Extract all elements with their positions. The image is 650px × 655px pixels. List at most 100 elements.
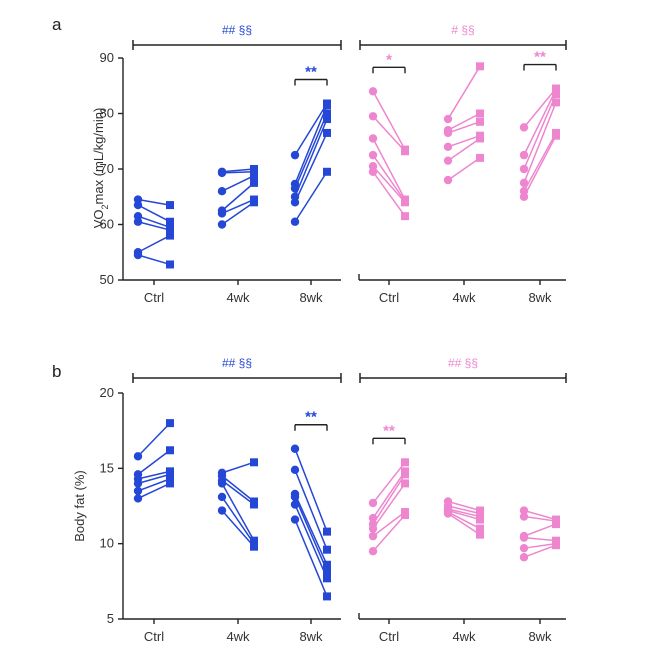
overall-stat-label: # §§ [451,23,474,37]
pair-connector [447,157,481,181]
pair-connector [294,171,328,223]
pair-connector [372,470,406,519]
pair-connector [523,523,557,537]
pre-point [290,500,300,509]
pre-point [519,123,529,132]
pre-point [368,498,378,508]
pair-connector [372,482,406,530]
y-tick-label: 80 [100,106,114,121]
pre-point [368,531,378,541]
pair-connector [372,171,406,217]
pair-connector [523,102,557,184]
post-point [401,511,409,520]
pair-connector [221,198,255,215]
pair-connector [294,113,328,189]
pre-point [368,167,378,176]
y-tick-label: 50 [100,272,114,287]
pair-sig-label: ** [305,409,317,426]
post-point [323,167,331,176]
pre-point [290,515,300,524]
pair-connector [137,482,171,500]
pair-connector [372,138,406,200]
post-point [166,231,174,240]
x-tick-label: Ctrl [379,629,399,644]
pair-connector [447,137,481,162]
y-tick-label: 60 [100,217,114,232]
pair-connector [447,505,481,515]
pair-connector [447,509,481,521]
pre-point [443,128,453,138]
pair-connector [137,470,171,480]
pair-connector [372,473,406,525]
post-point [166,479,174,488]
x-tick-label: 4wk [452,629,476,644]
panel-b: 5 10 15 20 ## §§ Ctrl 4wk 8wk ** ## §§ Ctrl ** 4wk 8w… [100,356,567,644]
post-point [323,109,331,118]
pair-connector [294,493,328,566]
x-tick-label: 8wk [528,290,552,305]
x-tick-label: Ctrl [379,290,399,305]
pair-sig-label: * [386,51,392,68]
post-point [166,470,174,479]
pair-connector [294,132,328,203]
pre-point [443,156,453,165]
pair-connector [372,154,406,202]
pair-connector [137,234,171,253]
pre-point [133,200,143,210]
post-point [476,530,484,539]
pre-point [368,547,378,556]
pair-connector [523,542,557,549]
x-tick-label: 4wk [226,290,250,305]
pre-point [519,512,529,521]
pair-connector [221,510,255,548]
post-point [401,147,409,156]
pre-point [368,513,378,523]
post-point [250,458,258,467]
pair-connector [221,475,255,503]
y-tick-label: 5 [107,611,114,626]
pair-connector [447,121,481,134]
pre-point [368,524,378,533]
pair-connector [137,220,171,231]
pair-sig-label: ** [534,49,546,66]
pair-connector [447,511,481,530]
pre-point [133,486,143,496]
x-tick-label: 4wk [452,290,476,305]
y-tick-label: 90 [100,50,114,65]
post-point [552,131,560,140]
pair-connector [372,511,406,537]
pre-point [133,494,143,503]
pair-connector [372,115,406,152]
post-point [476,515,484,524]
post-point [323,560,331,569]
pair-connector [447,512,481,536]
overall-stat-label: ## §§ [222,356,252,370]
overall-stat-label: ## §§ [222,23,252,37]
pre-point [368,87,378,96]
pair-connector [137,473,171,485]
post-point [401,470,409,479]
pre-point [217,187,227,196]
pre-point [519,164,529,174]
post-point [401,458,409,467]
pair-connector [137,449,171,475]
pair-connector [137,422,171,457]
pre-point [519,543,529,553]
panel-b-letter: b [52,362,61,381]
post-point [250,542,258,551]
pre-point [217,220,227,229]
pair-connector [294,104,328,185]
pair-connector [221,168,255,173]
pair-connector [523,515,557,522]
x-tick-label: 4wk [226,629,250,644]
pair-connector [523,544,557,558]
pre-point [519,533,529,542]
post-point [323,115,331,124]
pre-point [290,465,300,475]
pair-connector [221,496,255,545]
pair-connector [294,118,328,198]
post-point [166,201,174,210]
y-tick-label: 15 [100,460,114,475]
post-point [166,260,174,269]
pair-connector [294,103,328,156]
